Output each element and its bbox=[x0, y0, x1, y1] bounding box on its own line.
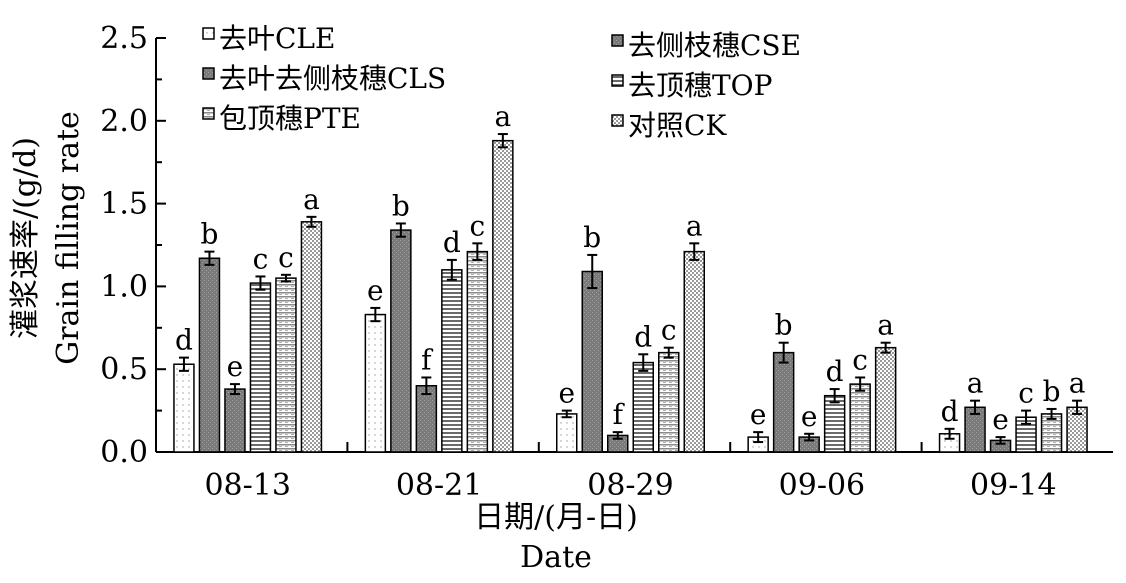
axes: 0.0 0.5 1.0 1.5 2.0 2.5 08-13 08-21 08-29 09-06 09… bbox=[100, 21, 1113, 503]
bar bbox=[632, 361, 654, 453]
significance-label: d bbox=[443, 226, 461, 259]
bar bbox=[874, 346, 897, 453]
bar bbox=[390, 229, 412, 453]
bar bbox=[224, 388, 246, 453]
x-tick-label: 09-06 bbox=[779, 468, 865, 503]
bar bbox=[300, 221, 323, 453]
significance-label: b bbox=[583, 221, 601, 254]
bar bbox=[466, 250, 489, 453]
y-tick-label: 1.5 bbox=[100, 187, 148, 222]
y-tick-label: 2.0 bbox=[100, 104, 148, 139]
significance-label: a bbox=[494, 100, 511, 133]
legend-label: 去顶穗TOP bbox=[628, 69, 772, 102]
significance-label: e bbox=[558, 377, 575, 410]
significance-label: d bbox=[826, 355, 844, 388]
bar bbox=[556, 413, 578, 453]
significance-label: a bbox=[1069, 367, 1086, 400]
significance-label: a bbox=[877, 309, 894, 342]
legend-swatch bbox=[202, 27, 215, 40]
significance-label: e bbox=[750, 398, 767, 431]
legend-label: 去侧枝穗CSE bbox=[628, 29, 801, 62]
significance-label: e bbox=[367, 274, 384, 307]
bar bbox=[581, 270, 603, 453]
bar bbox=[683, 250, 705, 453]
x-tick-label: 08-13 bbox=[204, 468, 290, 503]
y-axis-title-en: Grain filling rate bbox=[51, 111, 86, 365]
significance-label: d bbox=[941, 395, 959, 428]
legend-swatch bbox=[202, 67, 215, 80]
y-axis-title-cn: 灌浆速率/(g/d) bbox=[8, 137, 43, 339]
bar bbox=[441, 269, 463, 453]
y-tick-label: 1.0 bbox=[100, 269, 148, 304]
legend-label: 去叶去侧枝穗CLS bbox=[219, 62, 446, 95]
significance-label: a bbox=[967, 367, 984, 400]
significance-label: a bbox=[686, 209, 703, 242]
legend-swatch bbox=[611, 74, 624, 87]
bar bbox=[198, 257, 221, 453]
y-tick-label: 0.0 bbox=[100, 435, 148, 470]
bar bbox=[823, 394, 846, 453]
bar bbox=[364, 313, 387, 453]
significance-label: c bbox=[1018, 377, 1034, 410]
x-axis-title-cn: 日期/(月-日) bbox=[474, 500, 638, 535]
significance-label: a bbox=[303, 183, 320, 216]
significance-label: c bbox=[253, 242, 269, 275]
legend-swatch bbox=[611, 114, 624, 127]
significance-label: e bbox=[227, 350, 244, 383]
bar bbox=[772, 351, 795, 453]
bar bbox=[415, 385, 438, 453]
bar bbox=[492, 139, 514, 453]
bar bbox=[658, 351, 680, 453]
bar bbox=[249, 282, 272, 453]
legend-label: 去叶CLE bbox=[219, 22, 335, 55]
x-tick-label: 08-29 bbox=[587, 468, 673, 503]
significance-label: c bbox=[470, 209, 486, 242]
significance-label: b bbox=[1043, 375, 1061, 408]
significance-label: f bbox=[421, 343, 434, 376]
significance-label: d bbox=[175, 324, 193, 357]
bar bbox=[849, 383, 871, 453]
x-tick-label: 08-21 bbox=[396, 468, 482, 503]
significance-label: b bbox=[392, 189, 410, 222]
significance-label: b bbox=[200, 218, 218, 251]
x-axis-title-en: Date bbox=[520, 540, 592, 575]
legend-label: 对照CK bbox=[628, 109, 727, 142]
significance-label: c bbox=[278, 241, 294, 274]
legend-label: 包顶穗PTE bbox=[219, 102, 361, 135]
significance-label: e bbox=[992, 403, 1009, 436]
significance-label: b bbox=[775, 309, 793, 342]
significance-label: f bbox=[613, 398, 626, 431]
significance-label: d bbox=[634, 320, 652, 353]
bar bbox=[275, 277, 297, 453]
significance-label: c bbox=[852, 343, 868, 376]
bar bbox=[173, 363, 195, 453]
y-tick-label: 0.5 bbox=[100, 352, 148, 387]
significance-label: c bbox=[661, 314, 677, 347]
x-tick-label: 09-14 bbox=[970, 468, 1056, 503]
legend-swatch bbox=[611, 34, 624, 47]
significance-label: e bbox=[801, 400, 818, 433]
legend-swatch bbox=[202, 107, 215, 120]
y-tick-label: 2.5 bbox=[100, 21, 148, 56]
legend: 去叶CLE 去叶去侧枝穗CLS 包顶穗PTE 去侧枝穗CSE 去顶穗TOP 对照CK bbox=[202, 22, 801, 142]
